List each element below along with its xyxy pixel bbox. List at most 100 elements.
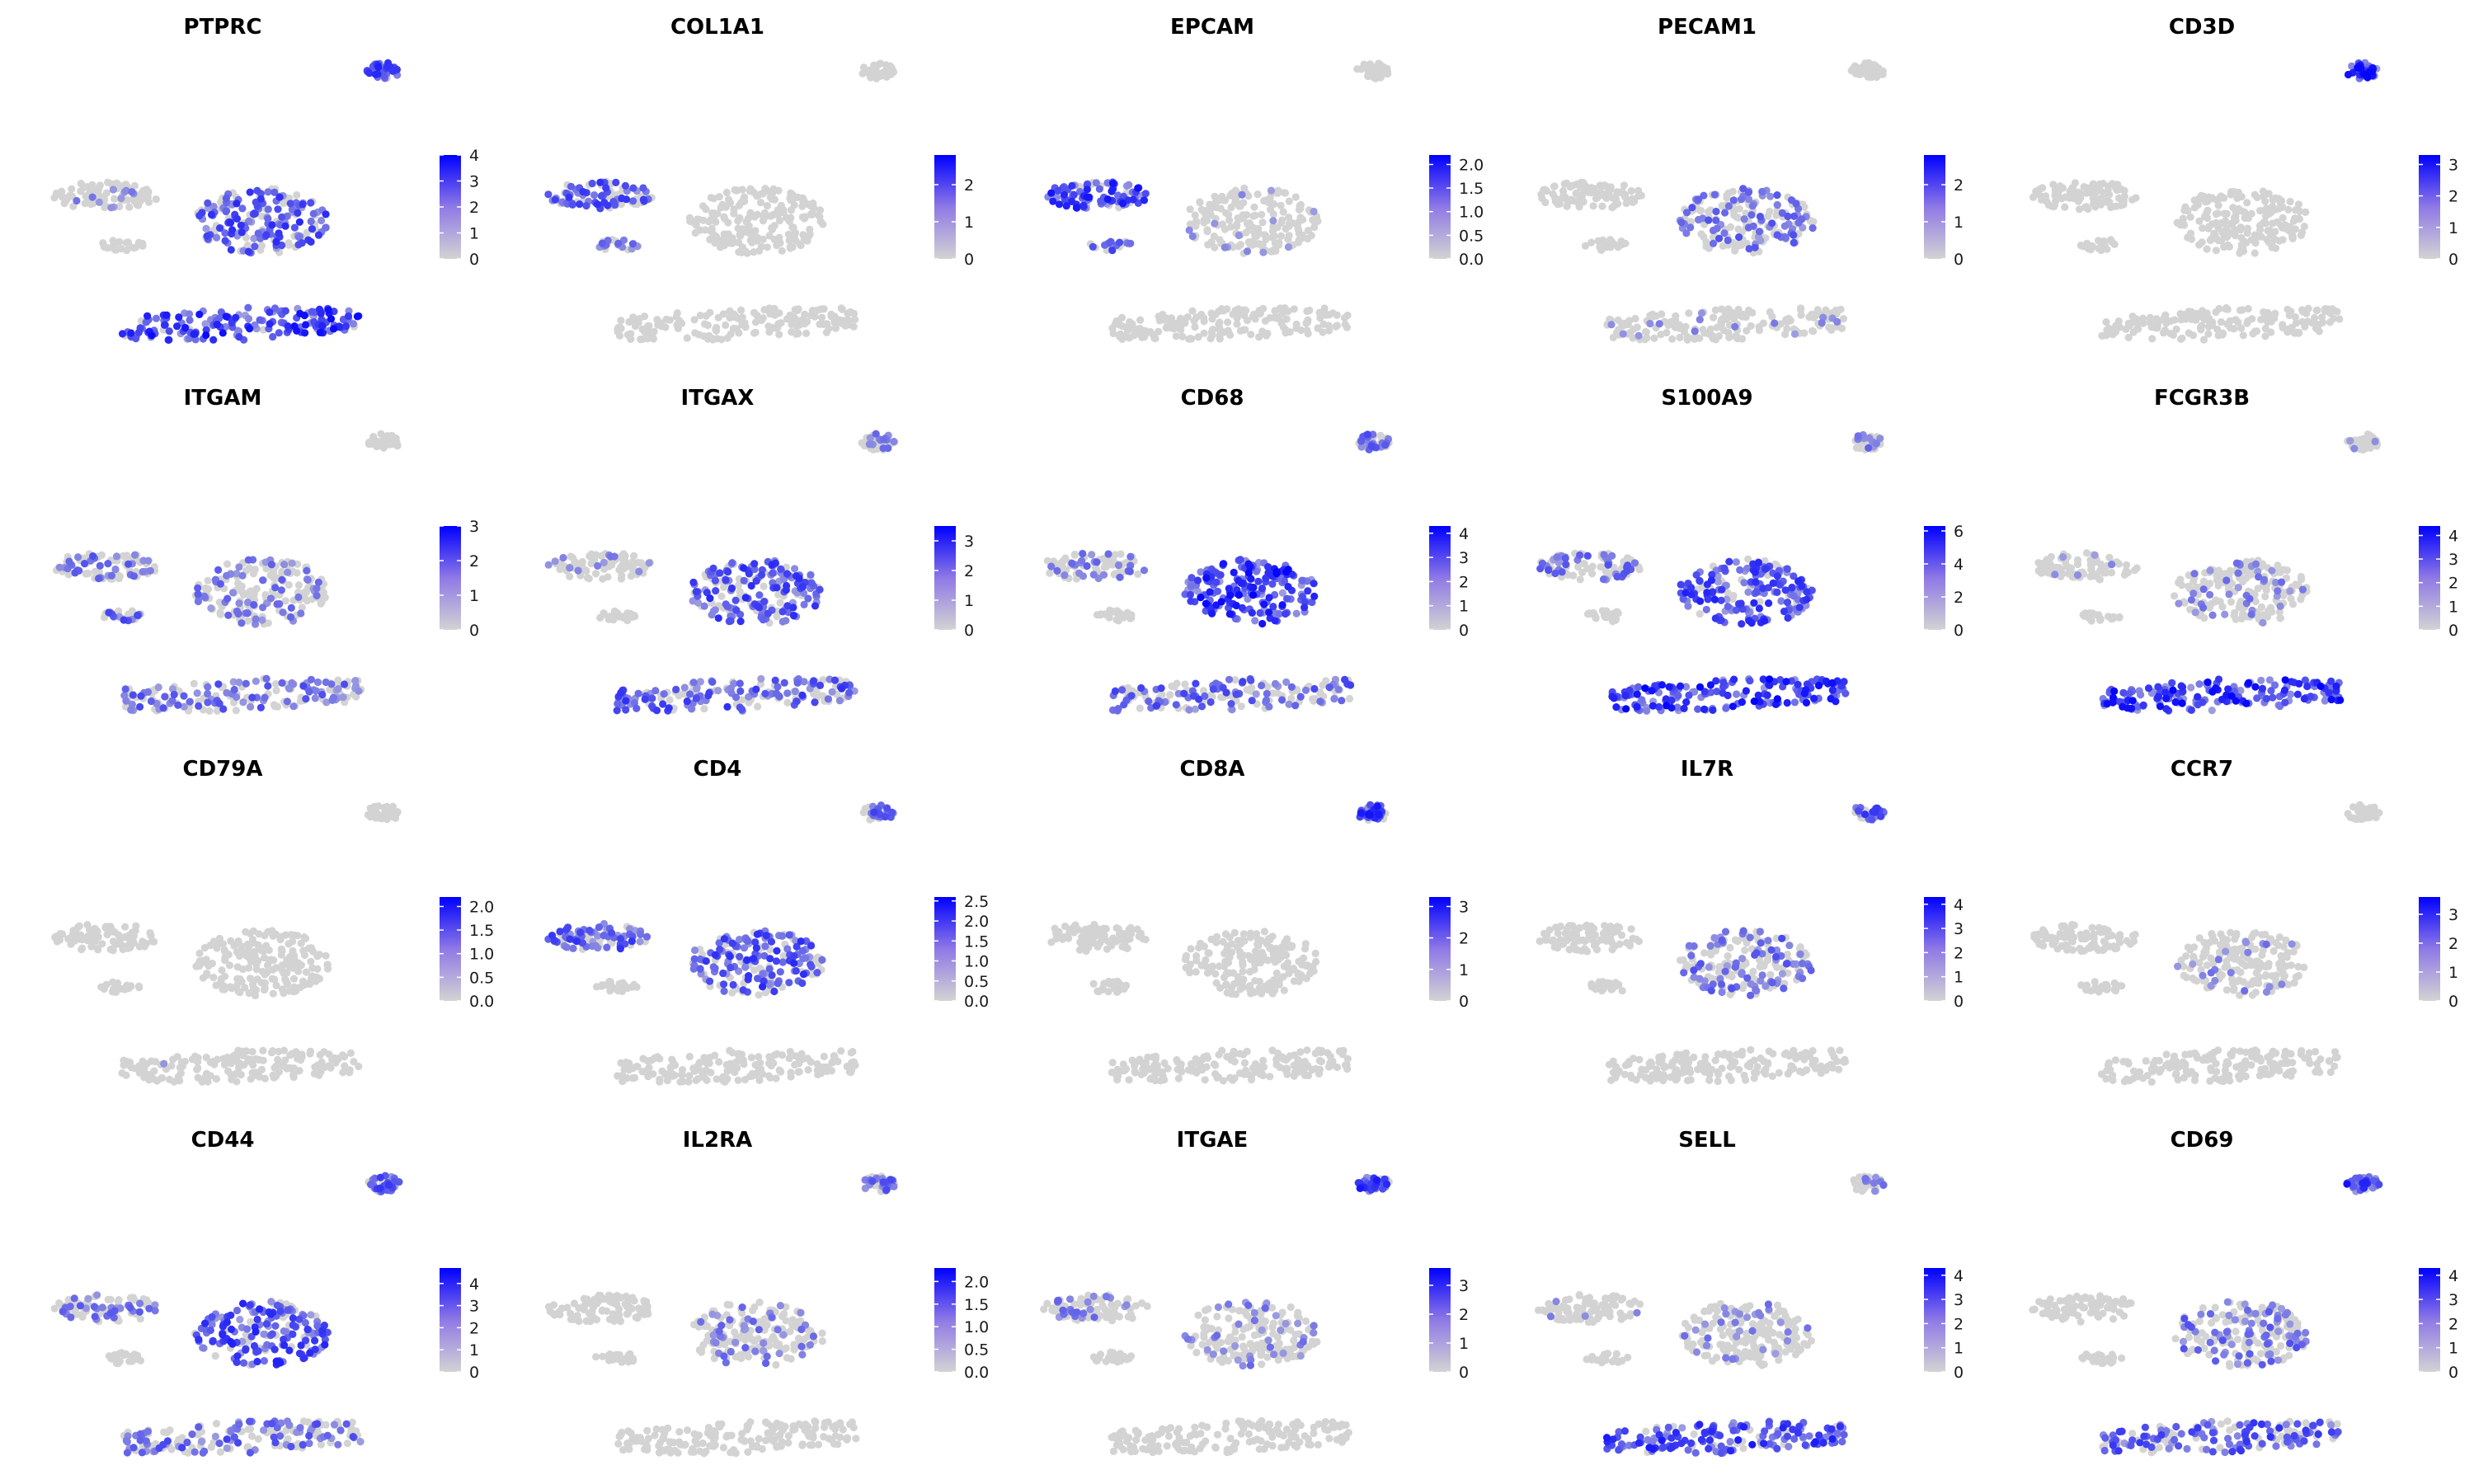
- cell-point: [270, 304, 280, 312]
- cell-point: [2243, 199, 2251, 207]
- cell-point: [2241, 214, 2249, 222]
- cell-point: [700, 602, 708, 610]
- cell-point: [2329, 314, 2338, 322]
- cell-point: [706, 333, 715, 341]
- cell-point: [2261, 212, 2269, 220]
- cell-point: [1755, 322, 1763, 331]
- cell-point: [268, 221, 276, 229]
- cell-point: [235, 599, 243, 608]
- cell-point: [2122, 325, 2130, 333]
- cell-point: [1691, 688, 1699, 696]
- cell-point: [1251, 240, 1259, 248]
- cell-point: [1247, 575, 1255, 583]
- cell-point: [774, 590, 783, 599]
- cell-point: [2247, 236, 2255, 244]
- cell-point: [305, 688, 313, 696]
- cell-point: [760, 214, 769, 222]
- cell-point: [551, 557, 559, 566]
- cell-point: [1754, 558, 1763, 566]
- cell-point: [783, 698, 792, 707]
- cell-point: [724, 218, 732, 227]
- cell-point: [1216, 318, 1224, 326]
- cell-point: [761, 689, 769, 697]
- cell-point: [1282, 609, 1290, 618]
- cell-point: [680, 683, 689, 692]
- cell-point: [1718, 202, 1726, 210]
- cell-point: [717, 592, 726, 600]
- cell-point: [2232, 212, 2240, 220]
- cluster-island: [544, 177, 656, 213]
- cell-point: [707, 194, 715, 202]
- cell-point: [1705, 216, 1713, 224]
- cell-point: [309, 209, 317, 218]
- cell-point: [1107, 237, 1115, 246]
- cluster-small: [101, 607, 145, 625]
- cell-point: [790, 611, 798, 620]
- cell-point: [1803, 595, 1811, 603]
- cell-point: [1790, 238, 1798, 247]
- cell-point: [105, 608, 113, 617]
- cell-point: [1103, 195, 1112, 204]
- cell-point: [144, 556, 153, 565]
- cell-point: [732, 606, 741, 614]
- cell-point: [1655, 702, 1663, 711]
- cell-point: [1721, 309, 1730, 317]
- cell-point: [269, 332, 277, 341]
- cell-point: [1720, 564, 1729, 572]
- cell-point: [714, 687, 722, 695]
- cell-point: [311, 694, 319, 702]
- cell-point: [760, 582, 768, 590]
- cell-point: [238, 204, 247, 213]
- cell-point: [2115, 613, 2124, 621]
- cell-point: [1773, 201, 1781, 209]
- cell-point: [1310, 207, 1318, 216]
- cell-point: [266, 594, 275, 603]
- cell-point: [277, 586, 285, 594]
- cell-point: [1206, 588, 1214, 596]
- cell-point: [96, 561, 104, 570]
- cell-point: [1357, 443, 1366, 451]
- cell-point: [1784, 613, 1792, 622]
- cell-point: [1240, 306, 1249, 314]
- cell-point: [2212, 247, 2220, 255]
- cell-point: [1261, 317, 1269, 325]
- cell-point: [1683, 336, 1691, 344]
- cell-point: [174, 701, 182, 709]
- cell-point: [2217, 318, 2225, 326]
- cell-point: [1677, 580, 1685, 589]
- cell-point: [1623, 554, 1632, 562]
- cell-point: [1648, 687, 1656, 695]
- cell-point: [1186, 590, 1194, 599]
- cell-point: [223, 207, 231, 215]
- panel-title: CD68: [1180, 386, 1244, 411]
- cell-point: [884, 69, 892, 77]
- umap-scatter: 2.01.51.00.50.0: [1044, 59, 1484, 343]
- cell-point: [82, 192, 90, 200]
- cell-point: [577, 561, 586, 570]
- cell-point: [622, 697, 630, 705]
- cell-point: [278, 213, 286, 221]
- cell-point: [2133, 564, 2141, 572]
- cell-point: [1709, 588, 1717, 596]
- cell-point: [275, 329, 283, 337]
- cell-point: [1233, 220, 1241, 228]
- cluster-island: [52, 550, 159, 583]
- cell-point: [2051, 571, 2059, 579]
- cell-point: [1157, 684, 1165, 693]
- cell-point: [2079, 242, 2087, 251]
- colorbar-tick-label: 2: [1954, 176, 1964, 195]
- cell-point: [1277, 218, 1286, 227]
- cell-point: [1720, 229, 1729, 237]
- cell-point: [1840, 678, 1848, 686]
- cluster-center: [685, 185, 827, 257]
- cell-point: [1771, 560, 1780, 568]
- cell-point: [274, 205, 282, 214]
- cell-point: [1851, 62, 1859, 70]
- cell-point: [1723, 595, 1731, 603]
- cell-point: [675, 317, 684, 325]
- cell-point: [1088, 551, 1096, 559]
- cell-point: [303, 566, 311, 575]
- cell-point: [314, 231, 323, 239]
- cell-point: [234, 609, 242, 618]
- cell-point: [1247, 676, 1255, 684]
